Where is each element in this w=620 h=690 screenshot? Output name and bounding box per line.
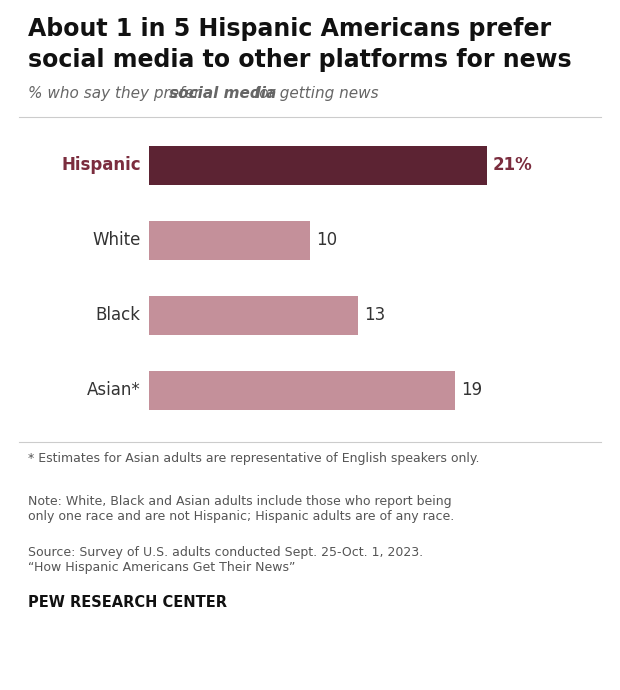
- Text: Hispanic: Hispanic: [61, 157, 141, 175]
- Text: Asian*: Asian*: [87, 381, 141, 399]
- Text: Source: Survey of U.S. adults conducted Sept. 25-Oct. 1, 2023.
“How Hispanic Ame: Source: Survey of U.S. adults conducted …: [28, 546, 423, 575]
- Bar: [149, 371, 455, 410]
- Text: social media: social media: [169, 86, 277, 101]
- Text: Note: White, Black and Asian adults include those who report being
only one race: Note: White, Black and Asian adults incl…: [28, 495, 454, 523]
- Text: 21%: 21%: [493, 157, 533, 175]
- Text: White: White: [92, 231, 141, 249]
- Bar: [149, 221, 310, 259]
- Text: PEW RESEARCH CENTER: PEW RESEARCH CENTER: [28, 595, 227, 610]
- Bar: [149, 296, 358, 335]
- Text: 10: 10: [316, 231, 337, 249]
- Text: * Estimates for Asian adults are representative of English speakers only.: * Estimates for Asian adults are represe…: [28, 452, 479, 465]
- Text: About 1 in 5 Hispanic Americans prefer: About 1 in 5 Hispanic Americans prefer: [28, 17, 551, 41]
- Text: % who say they prefer: % who say they prefer: [28, 86, 205, 101]
- Text: social media to other platforms for news: social media to other platforms for news: [28, 48, 572, 72]
- Text: 13: 13: [364, 306, 385, 324]
- Text: for getting news: for getting news: [249, 86, 378, 101]
- Bar: [149, 146, 487, 185]
- Text: Black: Black: [95, 306, 141, 324]
- Text: 19: 19: [461, 381, 482, 399]
